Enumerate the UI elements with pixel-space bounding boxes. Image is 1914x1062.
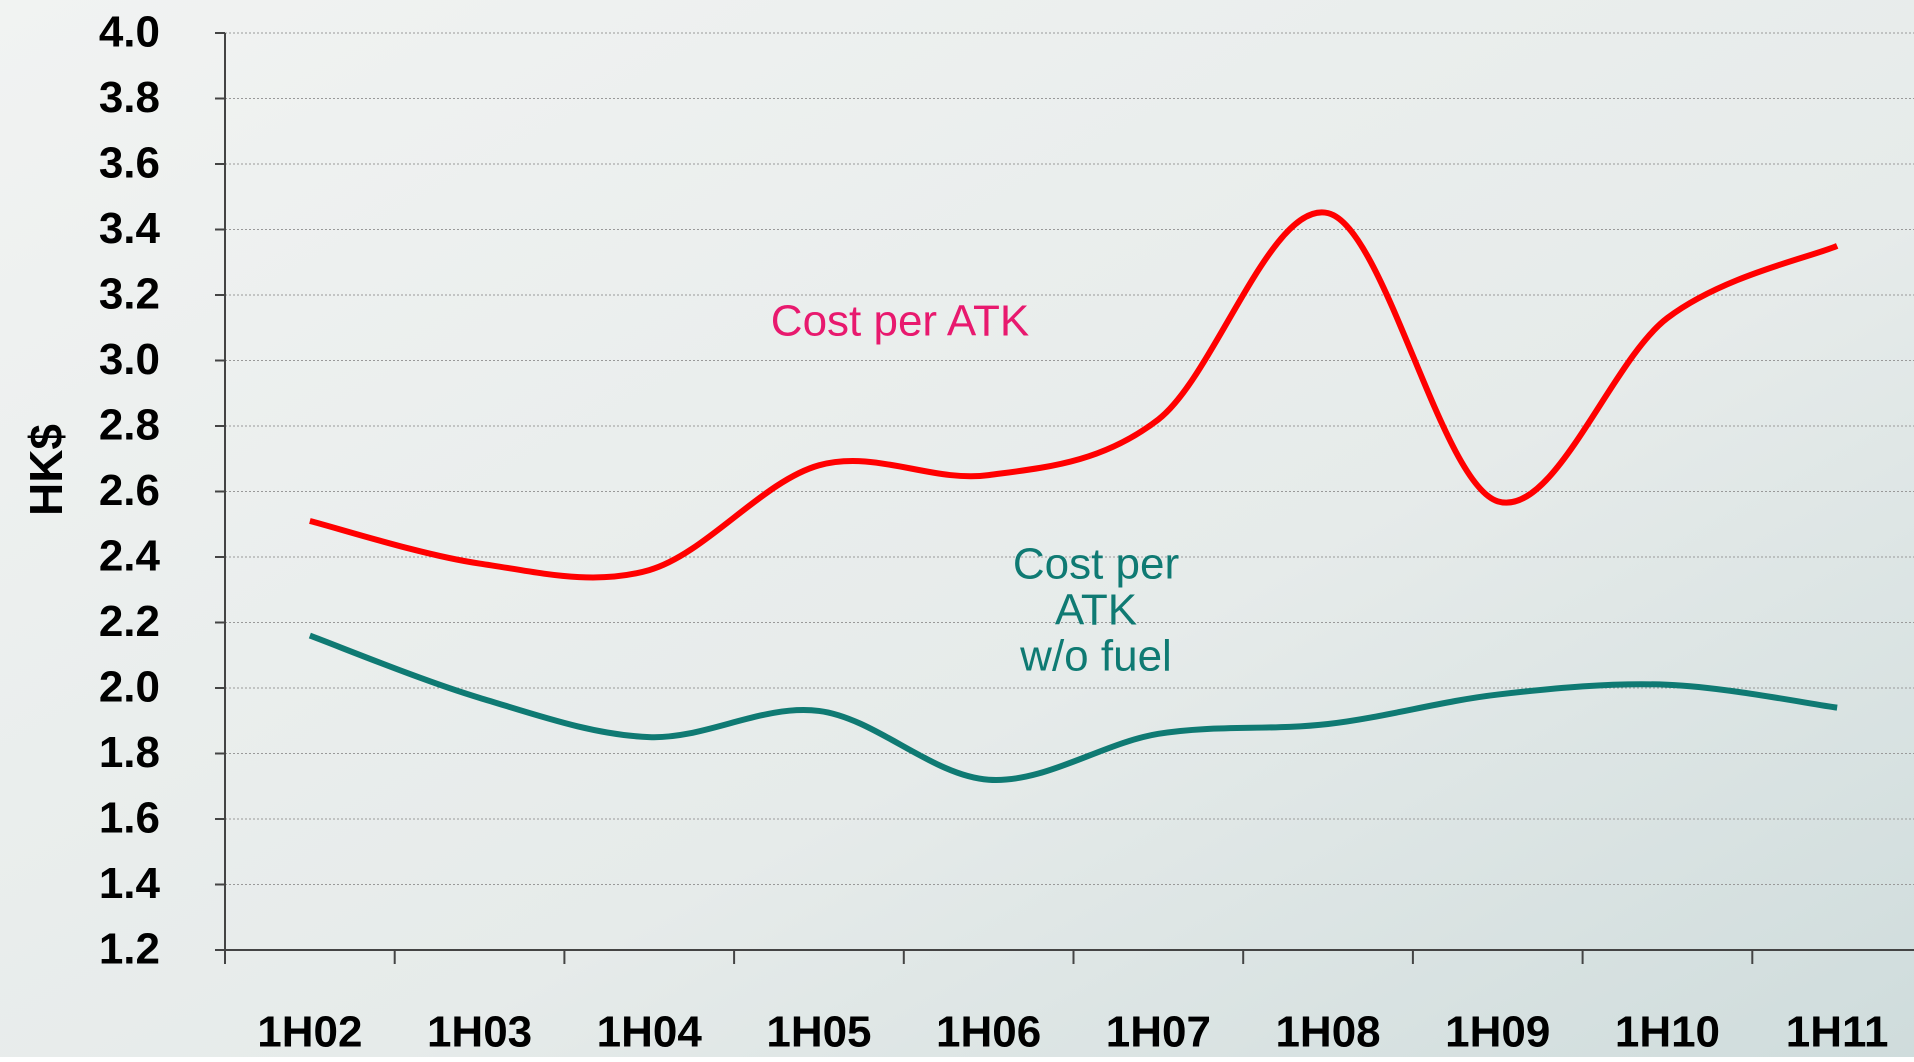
y-axis-label: HK$ <box>20 424 72 516</box>
x-tick-label: 1H03 <box>427 1008 532 1057</box>
x-tick-label: 1H05 <box>766 1008 871 1057</box>
x-tick-label: 1H08 <box>1275 1008 1380 1057</box>
y-tick-label: 2.4 <box>99 532 161 581</box>
page: HK$ 1.2 1.4 1.6 1.8 2.0 2.2 2.4 2.6 2.8 3.0 3.2 3.4… <box>0 0 1914 1057</box>
y-tick-label: 4.0 <box>99 8 160 57</box>
x-tick-label: 1H11 <box>1786 1008 1889 1057</box>
y-tick-label: 3.8 <box>99 73 160 122</box>
y-tick-label: 1.8 <box>99 728 160 777</box>
y-tick-label: 3.2 <box>99 270 160 319</box>
y-tick-label: 1.4 <box>99 859 161 908</box>
y-tick-label: 1.2 <box>99 925 160 974</box>
series-label: w/o fuel <box>1019 632 1172 681</box>
series-label: ATK <box>1055 586 1137 635</box>
y-tick-label: 1.6 <box>99 794 160 843</box>
x-tick-label: 1H07 <box>1106 1008 1211 1057</box>
y-tick-label: 2.6 <box>99 466 160 515</box>
x-tick-label: 1H02 <box>257 1008 362 1057</box>
background <box>0 0 1914 1057</box>
x-tick-label: 1H09 <box>1445 1008 1550 1057</box>
x-tick-label: 1H04 <box>597 1008 703 1057</box>
y-tick-label: 2.8 <box>99 401 160 450</box>
y-tick-label: 3.0 <box>99 335 160 384</box>
x-tick-label: 1H10 <box>1615 1008 1720 1057</box>
y-tick-label: 2.2 <box>99 597 160 646</box>
y-tick-label: 2.0 <box>99 663 160 712</box>
y-tick-label: 3.4 <box>99 204 161 253</box>
series-label: Cost per ATK <box>771 297 1029 346</box>
x-tick-label: 1H06 <box>936 1008 1041 1057</box>
y-tick-label: 3.6 <box>99 139 160 188</box>
series-label: Cost per <box>1013 540 1179 589</box>
chart: HK$ 1.2 1.4 1.6 1.8 2.0 2.2 2.4 2.6 2.8 3.0 3.2 3.4… <box>0 0 1914 1057</box>
